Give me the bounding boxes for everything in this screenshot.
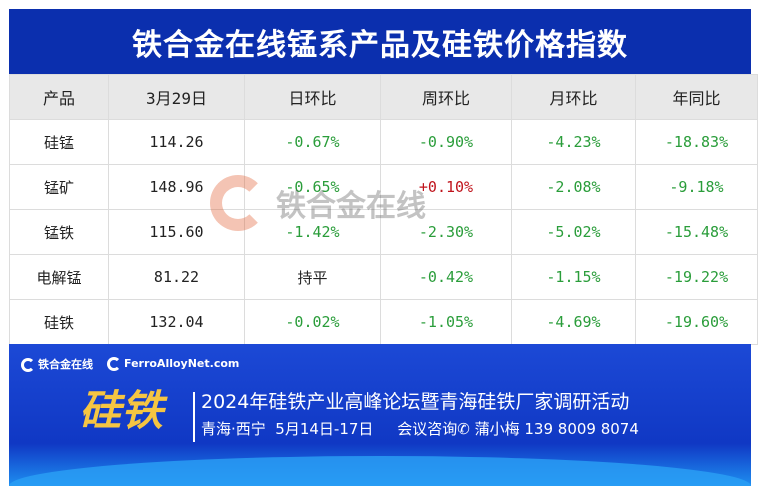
wave-decoration [9, 456, 751, 486]
change-value: -0.90% [380, 119, 512, 165]
change-value: -5.02% [511, 209, 636, 255]
banner-big-text: 硅铁 [79, 386, 164, 435]
column-header: 日环比 [244, 74, 381, 120]
change-value: -0.67% [244, 119, 381, 165]
price-index: 115.60 [108, 209, 245, 255]
change-value: -1.05% [380, 299, 512, 345]
logo-c-icon [21, 358, 35, 372]
column-header: 3月29日 [108, 74, 245, 120]
change-value: -15.48% [635, 209, 758, 255]
logo-ferroalloynet-text: FerroAlloyNet.com [124, 357, 240, 370]
product-name: 硅铁 [9, 299, 109, 345]
price-index: 114.26 [108, 119, 245, 165]
change-value: -9.18% [635, 164, 758, 210]
product-name: 电解锰 [9, 254, 109, 300]
change-value: -0.42% [380, 254, 512, 300]
table-row: 锰矿 148.96 -0.65% +0.10% -2.08% -9.18% [9, 164, 758, 210]
change-value: -18.83% [635, 119, 758, 165]
change-value: -2.08% [511, 164, 636, 210]
change-value: -19.22% [635, 254, 758, 300]
product-name: 锰矿 [9, 164, 109, 210]
change-value: +0.10% [380, 164, 512, 210]
change-value: -4.69% [511, 299, 636, 345]
logo-cnfeol: 铁合金在线 [21, 356, 93, 372]
price-index: 132.04 [108, 299, 245, 345]
price-table: 产品 3月29日 日环比 周环比 月环比 年同比 硅锰 114.26 -0.67% -0.90%… [9, 74, 758, 345]
price-index: 81.22 [108, 254, 245, 300]
column-header: 周环比 [380, 74, 512, 120]
change-value: -1.42% [244, 209, 381, 255]
divider [193, 392, 195, 442]
change-value: 持平 [244, 254, 381, 300]
banner-details: 青海·西宁 5月14日-17日 会议咨询✆ 蒲小梅 139 8009 8074 [201, 420, 639, 438]
table-body: 硅锰 114.26 -0.67% -0.90% -4.23% -18.83% 锰矿 148.9… [9, 119, 758, 345]
page-title: 铁合金在线锰系产品及硅铁价格指数 [9, 9, 751, 74]
change-value: -0.65% [244, 164, 381, 210]
table-row: 锰铁 115.60 -1.42% -2.30% -5.02% -15.48% [9, 209, 758, 255]
column-header: 年同比 [635, 74, 758, 120]
logo-cnfeol-text: 铁合金在线 [38, 358, 93, 371]
event-banner[interactable]: 铁合金在线 FerroAlloyNet.com 硅铁 2024年硅铁产业高峰论坛暨… [9, 344, 751, 486]
product-name: 锰铁 [9, 209, 109, 255]
price-index: 148.96 [108, 164, 245, 210]
table-row: 硅铁 132.04 -0.02% -1.05% -4.69% -19.60% [9, 299, 758, 345]
change-value: -4.23% [511, 119, 636, 165]
change-value: -19.60% [635, 299, 758, 345]
header-row: 产品 3月29日 日环比 周环比 月环比 年同比 [9, 74, 758, 120]
change-value: -2.30% [380, 209, 512, 255]
column-header: 月环比 [511, 74, 636, 120]
table-row: 电解锰 81.22 持平 -0.42% -1.15% -19.22% [9, 254, 758, 300]
logo-c-icon [107, 357, 121, 371]
table-row: 硅锰 114.26 -0.67% -0.90% -4.23% -18.83% [9, 119, 758, 165]
banner-headline: 2024年硅铁产业高峰论坛暨青海硅铁厂家调研活动 [201, 391, 630, 413]
change-value: -1.15% [511, 254, 636, 300]
logo-ferroalloynet: FerroAlloyNet.com [107, 357, 239, 371]
column-header: 产品 [9, 74, 109, 120]
product-name: 硅锰 [9, 119, 109, 165]
change-value: -0.02% [244, 299, 381, 345]
